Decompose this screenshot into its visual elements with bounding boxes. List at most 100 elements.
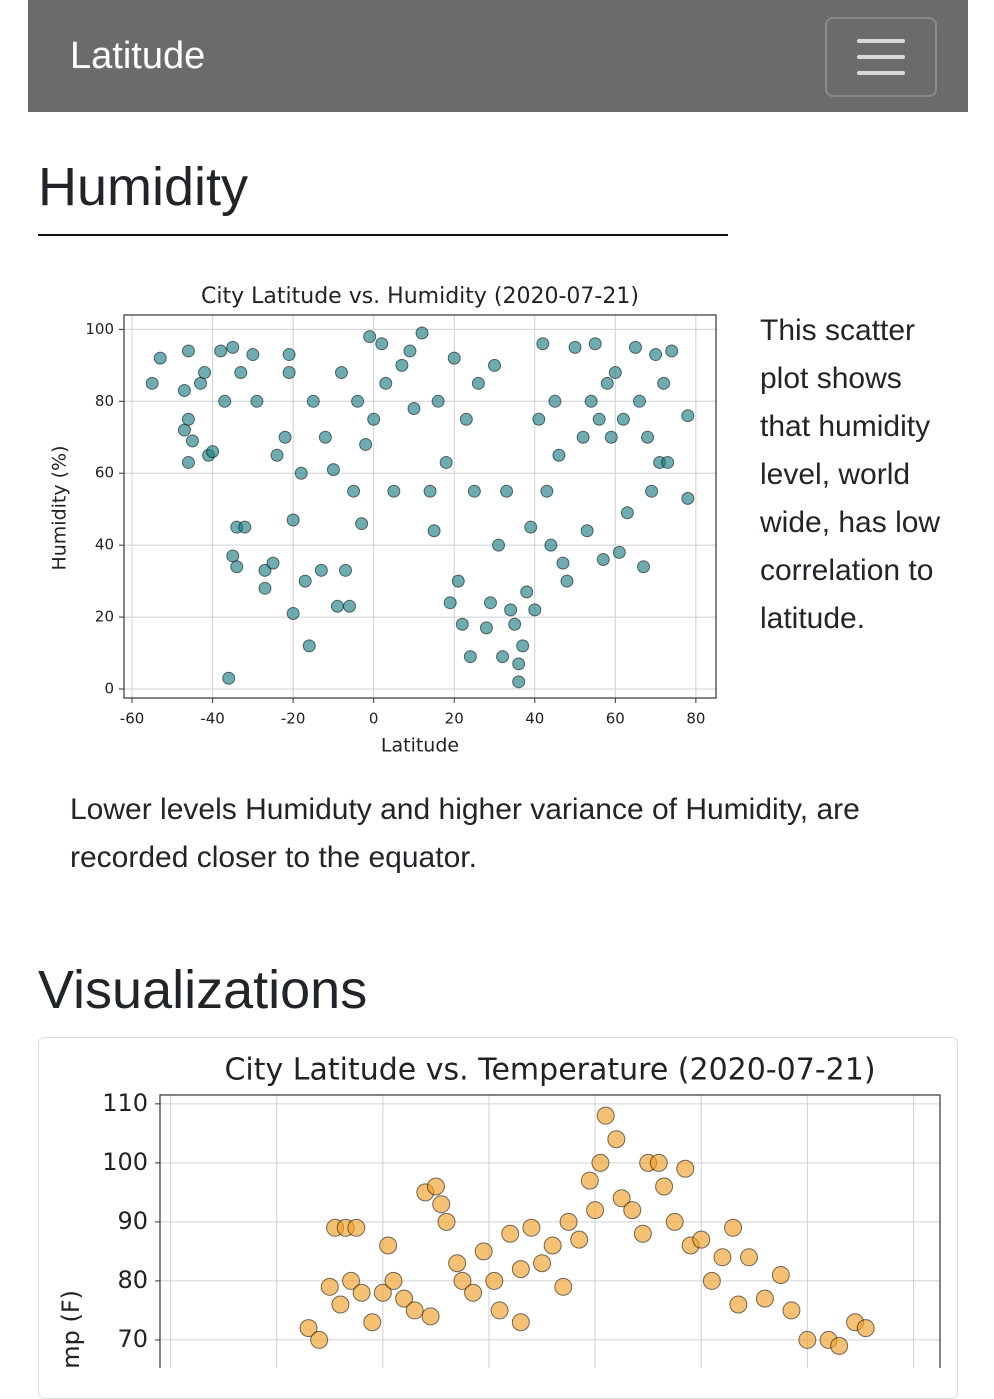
scatter-point xyxy=(528,603,542,617)
scatter-point xyxy=(443,596,457,610)
x-axis-label: Latitude xyxy=(381,735,459,757)
scatter-point xyxy=(665,1212,684,1231)
scatter-point xyxy=(431,394,445,408)
scatter-point xyxy=(363,1313,382,1332)
scatter-point xyxy=(330,599,344,613)
scatter-point xyxy=(676,1159,695,1178)
scatter-point xyxy=(282,348,296,362)
chart-title: City Latitude vs. Temperature (2020-07-2… xyxy=(224,1053,875,1088)
scatter-point xyxy=(591,1153,610,1172)
scatter-point xyxy=(306,394,320,408)
scatter-point xyxy=(145,376,159,390)
scatter-point xyxy=(405,1301,424,1320)
scatter-point xyxy=(771,1266,790,1285)
scatter-point xyxy=(479,621,493,635)
scatter-point xyxy=(185,434,199,448)
temperature-chart: 70 80 90 100 110 City Latitude vs. Temperatur… xyxy=(57,1053,941,1368)
y-axis-label: Humidity (%) xyxy=(49,445,71,570)
scatter-point xyxy=(607,1130,626,1149)
scatter-point xyxy=(512,657,526,671)
scatter-point xyxy=(702,1271,721,1290)
scatter-point xyxy=(222,671,236,685)
scatter-point xyxy=(623,1201,642,1220)
scatter-point xyxy=(830,1336,849,1355)
scatter-point xyxy=(681,409,695,423)
scatter-point xyxy=(570,1230,589,1249)
scatter-point xyxy=(516,639,530,653)
scatter-point xyxy=(584,394,598,408)
scatter-point xyxy=(616,412,630,426)
scatter-point xyxy=(649,1153,668,1172)
scatter-point xyxy=(403,344,417,358)
scatter-point xyxy=(485,1271,504,1290)
y-tick-label: 70 xyxy=(117,1325,148,1353)
scatter-point xyxy=(432,1195,451,1214)
scatter-point xyxy=(483,596,497,610)
y-tick-label: 90 xyxy=(117,1207,148,1235)
scatter-point xyxy=(464,1283,483,1302)
scatter-point xyxy=(628,340,642,354)
scatter-point xyxy=(379,376,393,390)
scatter-point xyxy=(592,412,606,426)
x-tick-label: 20 xyxy=(445,710,464,728)
navbar-toggler[interactable] xyxy=(825,17,937,97)
section-heading: Humidity xyxy=(38,157,249,217)
scatter-point xyxy=(620,506,634,520)
scatter-point xyxy=(299,1319,318,1338)
scatter-point xyxy=(238,520,252,534)
scatter-point xyxy=(512,675,526,689)
scatter-point xyxy=(363,330,377,344)
y-tick-label: 100 xyxy=(102,1148,148,1176)
scatter-point xyxy=(278,430,292,444)
scatter-point xyxy=(181,455,195,469)
scatter-point xyxy=(496,650,510,664)
scatter-point xyxy=(540,484,554,498)
scatter-point xyxy=(198,366,212,380)
scatter-point xyxy=(724,1218,743,1237)
scatter-point xyxy=(632,394,646,408)
body: { "navbar": {"brand": "Latitude"}, "humi… xyxy=(28,0,968,1399)
scatter-point xyxy=(520,585,534,599)
scatter-point xyxy=(338,563,352,577)
scatter-point xyxy=(580,1171,599,1190)
navbar-brand[interactable]: Latitude xyxy=(70,35,206,77)
x-tick-label: -20 xyxy=(281,710,306,728)
x-tick-label: 40 xyxy=(525,710,544,728)
scatter-point xyxy=(729,1295,748,1314)
scatter-point xyxy=(326,463,340,477)
scatter-point xyxy=(612,1189,631,1208)
scatter-point xyxy=(246,348,260,362)
scatter-point xyxy=(560,574,574,588)
plot-area xyxy=(160,1095,940,1368)
scatter-point xyxy=(467,484,481,498)
scatter-point xyxy=(314,563,328,577)
scatter-point xyxy=(298,574,312,588)
scatter-point xyxy=(692,1230,711,1249)
scatter-point xyxy=(347,484,361,498)
humidity-chart: -60 -40 -20 0 20 40 60 80 0 20 40 60 80 100 City Latit… xyxy=(49,284,717,757)
scatter-point xyxy=(596,1106,615,1125)
x-tick-label: 60 xyxy=(606,710,625,728)
scatter-point xyxy=(608,366,622,380)
scatter-point xyxy=(612,545,626,559)
scatter-point xyxy=(407,402,421,416)
scatter-point xyxy=(286,513,300,527)
scatter-point xyxy=(713,1248,732,1267)
chart-title: City Latitude vs. Humidity (2020-07-21) xyxy=(201,284,639,309)
scatter-point xyxy=(463,650,477,664)
scatter-point xyxy=(181,412,195,426)
scatter-point xyxy=(194,376,208,390)
scatter-point xyxy=(580,524,594,538)
scatter-point xyxy=(645,484,659,498)
x-tick-label: -60 xyxy=(120,710,144,728)
scatter-point xyxy=(596,553,610,567)
scatter-point xyxy=(302,639,316,653)
scatter-point xyxy=(258,563,272,577)
scatter-point xyxy=(347,1218,366,1237)
scatter-point xyxy=(600,376,614,390)
scatter-point xyxy=(588,337,602,351)
scatter-point xyxy=(532,412,546,426)
plot-area xyxy=(124,315,716,698)
scatter-point xyxy=(320,1277,339,1296)
scatter-point xyxy=(451,574,465,588)
